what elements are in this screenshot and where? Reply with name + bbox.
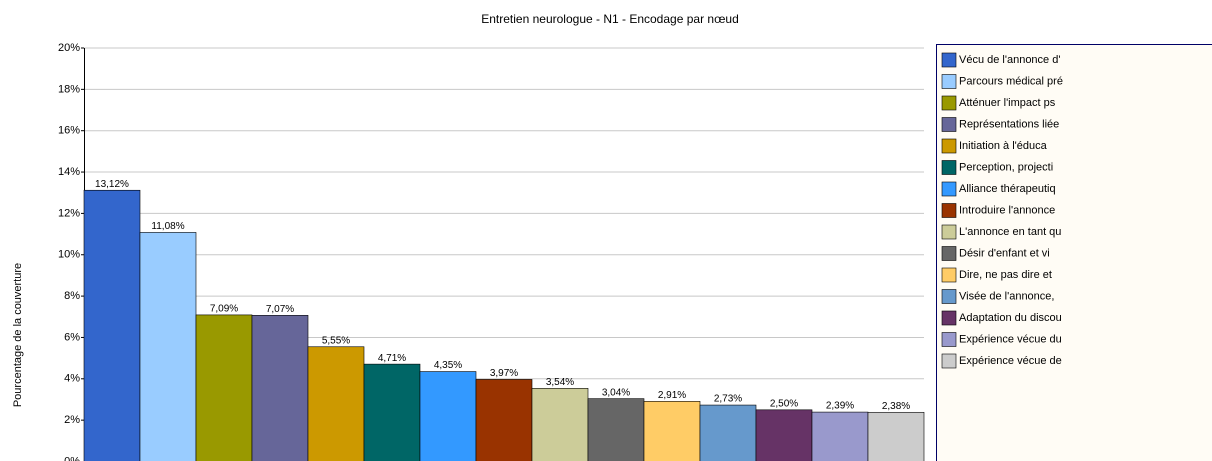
y-axis-label: Pourcentage de la couverture [12,263,24,407]
y-tick-label: 20% [58,42,80,54]
legend-swatch [941,52,957,68]
value-label: 2,73% [714,394,742,405]
legend-label: Visée de l'annonce, [959,290,1054,302]
legend-swatch [941,74,957,89]
bar [811,411,869,461]
bar [587,398,645,461]
bar [363,363,421,461]
bar [699,404,757,461]
legend-label: Introduire l'annonce [959,204,1055,216]
value-label: 3,54% [546,377,574,388]
legend-swatch [941,332,957,347]
value-label: 2,39% [826,401,854,412]
y-tick-label: 16% [58,125,80,137]
legend-swatch [941,353,957,369]
value-label: 7,09% [210,304,238,315]
legend-swatch [941,310,957,326]
bar [643,401,701,461]
legend-label: Adaptation du discou [959,312,1062,324]
bar [531,388,589,461]
y-tick-label: 4% [64,373,80,385]
value-label: 5,55% [322,335,350,346]
legend-swatch [941,117,957,132]
value-label: 2,50% [770,398,798,409]
legend-label: Expérience vécue du [959,333,1062,345]
y-tick-label: 14% [58,166,80,178]
legend-label: Perception, projecti [959,161,1053,173]
legend-swatch [941,224,957,240]
legend-swatch [941,203,957,218]
bar [419,371,477,461]
legend-swatch [941,246,957,261]
legend-label: Parcours médical pré [959,75,1063,87]
legend-label: Expérience vécue de [959,355,1062,367]
legend-label: Désir d'enfant et vi [959,247,1050,259]
y-tick-label: 8% [64,290,80,302]
y-tick-label: 2% [64,414,80,426]
value-label: 4,71% [378,353,406,364]
value-label: 4,35% [434,360,462,371]
bar [251,315,309,461]
legend-label: L'annonce en tant qu [959,226,1061,238]
value-label: 11,08% [151,221,184,232]
bar [475,379,533,461]
value-label: 7,07% [266,304,294,315]
legend-swatch [941,95,957,111]
legend-swatch [941,160,957,175]
legend-swatch [941,289,957,304]
legend-label: Représentations liée [959,118,1059,130]
legend-label: Initiation à l'éduca [959,140,1048,152]
y-tick-label: 18% [58,83,80,95]
value-label: 13,12% [95,179,129,190]
legend-label: Vécu de l'annonce d' [959,54,1060,66]
bar [83,189,141,461]
legend-label: Atténuer l'impact ps [959,97,1056,109]
value-label: 3,04% [602,387,630,398]
value-label: 2,91% [658,390,686,401]
y-tick-label: 10% [58,249,80,261]
value-label: 3,97% [490,368,518,379]
y-tick-label: 12% [58,207,80,219]
legend-label: Alliance thérapeutiq [959,183,1056,195]
value-label: 2,38% [882,401,910,412]
y-tick-label: 6% [64,331,80,343]
bar [139,232,197,461]
chart-title: Entretien neurologue - N1 - Encodage par… [481,12,739,26]
bar [195,314,253,461]
bar [307,346,365,461]
legend-swatch [941,267,957,283]
legend-swatch [941,138,957,154]
legend-swatch [941,181,957,197]
y-tick-label: 0% [64,455,80,461]
legend-box [936,44,1212,461]
legend-label: Dire, ne pas dire et [959,269,1052,281]
bar [867,411,925,461]
bar [755,409,813,461]
